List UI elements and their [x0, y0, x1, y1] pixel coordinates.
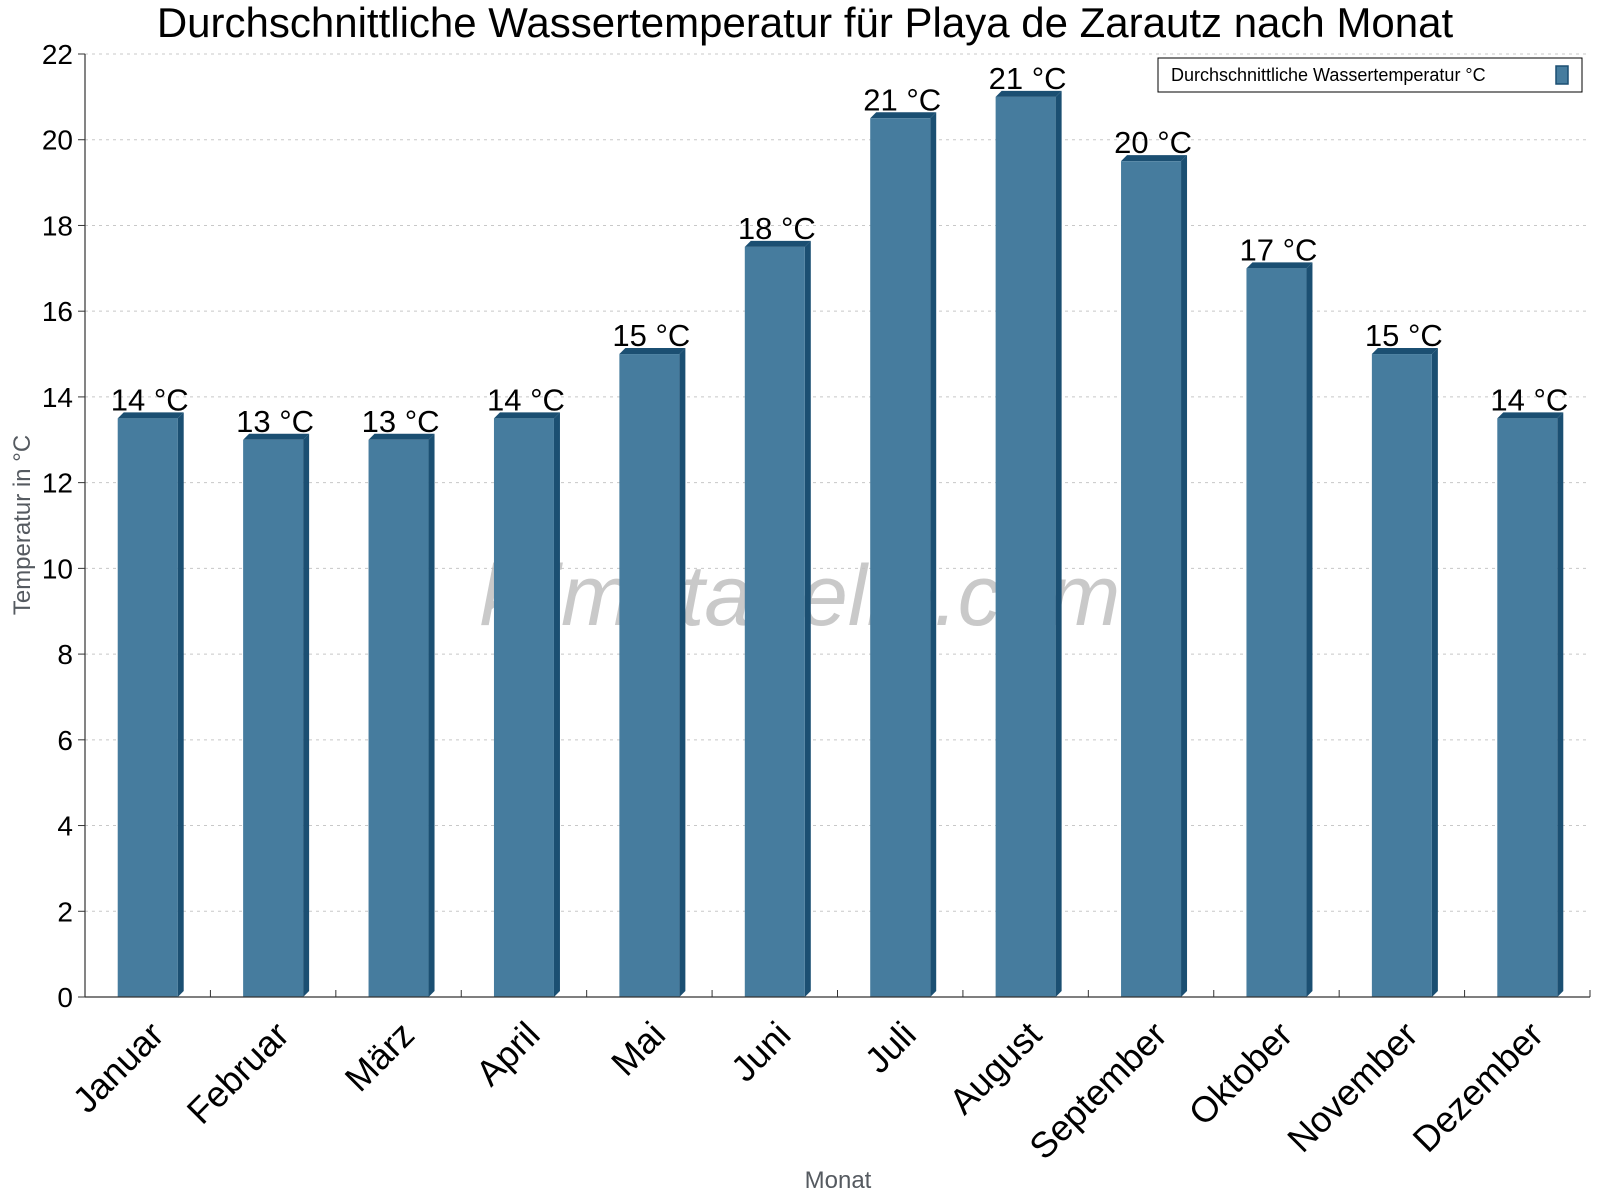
y-tick-label: 0	[57, 982, 73, 1013]
bar-top	[619, 348, 686, 355]
bar-side	[303, 433, 310, 998]
bar-top	[117, 412, 184, 419]
bar-top	[1497, 412, 1564, 419]
bar-side	[930, 112, 937, 997]
bar	[1497, 412, 1564, 997]
y-tick-label: 2	[57, 896, 73, 927]
bar	[1121, 155, 1188, 998]
bar-front	[493, 418, 554, 997]
bar-top	[243, 433, 310, 440]
y-tick-label: 12	[42, 468, 73, 499]
bar-side	[804, 240, 811, 998]
y-tick-label: 18	[42, 210, 73, 241]
bar-front	[243, 439, 304, 998]
data-label: 21 °C	[989, 61, 1067, 96]
x-tick-label: August	[941, 1014, 1049, 1122]
x-tick-label: Juni	[723, 1014, 799, 1090]
bar-side	[1557, 412, 1564, 997]
x-tick-label: Dezember	[1405, 1014, 1551, 1160]
data-label: 13 °C	[236, 404, 314, 439]
bar-side	[1181, 155, 1188, 998]
y-tick-label: 16	[42, 296, 73, 327]
x-tick-label: Juli	[857, 1014, 924, 1081]
bar-front	[1121, 161, 1182, 998]
bar-front	[619, 354, 680, 998]
bar-side	[428, 433, 435, 998]
x-tick-label: November	[1279, 1014, 1425, 1160]
legend-swatch	[1555, 65, 1569, 85]
bar	[1246, 262, 1313, 997]
legend: Durchschnittliche Wassertemperatur °C	[1157, 57, 1583, 93]
bar	[368, 433, 435, 998]
x-tick-label: April	[468, 1014, 548, 1094]
bar-side	[1306, 262, 1313, 997]
data-label: 13 °C	[362, 404, 440, 439]
bar	[995, 90, 1062, 997]
bar-top	[995, 90, 1062, 97]
y-tick-label: 10	[42, 553, 73, 584]
bar-side	[679, 348, 686, 998]
y-tick-label: 8	[57, 639, 73, 670]
bar	[117, 412, 184, 997]
data-label: 14 °C	[487, 382, 565, 417]
data-label: 15 °C	[1365, 318, 1443, 353]
y-ticks: 0 2 4 6 8 10 12 14 16 18 20 22	[42, 39, 85, 1013]
x-tick-label: September	[1021, 1014, 1175, 1168]
data-label: 21 °C	[863, 82, 941, 117]
y-axis-title: Temperatur in °C	[9, 435, 36, 615]
bars	[117, 90, 1564, 998]
data-label: 17 °C	[1240, 232, 1318, 267]
bar	[493, 412, 560, 997]
bar-side	[1055, 90, 1062, 997]
data-label: 18 °C	[738, 211, 816, 246]
bar-front	[368, 439, 429, 998]
bar-top	[870, 112, 937, 119]
bar-front	[995, 96, 1056, 997]
x-axis-title: Monat	[805, 1167, 872, 1194]
chart-title: Durchschnittliche Wassertemperatur für P…	[157, 0, 1454, 46]
bar-top	[1246, 262, 1313, 269]
data-label: 14 °C	[1490, 382, 1568, 417]
data-label: 15 °C	[612, 318, 690, 353]
y-tick-label: 14	[42, 382, 73, 413]
legend-box	[1157, 57, 1583, 93]
x-tick-label: Februar	[179, 1014, 297, 1132]
bar	[1371, 348, 1438, 998]
bar-top	[493, 412, 560, 419]
bar-front	[870, 118, 931, 997]
bar-front	[1246, 268, 1307, 997]
y-tick-label: 6	[57, 725, 73, 756]
data-labels: 14 °C 13 °C 13 °C 14 °C 15 °C 18 °C 21 °C 21 °C…	[111, 61, 1568, 439]
y-tick-label: 22	[42, 39, 73, 70]
axes	[84, 54, 1590, 998]
bar-front	[117, 418, 178, 997]
y-tick-label: 4	[57, 811, 73, 842]
bar	[870, 112, 937, 997]
x-tick-label: März	[337, 1014, 423, 1100]
bar	[744, 240, 811, 998]
grid-lines	[85, 53, 1590, 912]
bar-side	[553, 412, 560, 997]
bar-front	[1371, 354, 1432, 998]
bar	[243, 433, 310, 998]
legend-label: Durchschnittliche Wassertemperatur °C	[1171, 65, 1486, 85]
x-tick-label: Oktober	[1181, 1014, 1301, 1134]
bar-top	[744, 240, 811, 247]
y-tick-label: 20	[42, 125, 73, 156]
bar-top	[1371, 348, 1438, 355]
bar-front	[1497, 418, 1558, 997]
bar-side	[1431, 348, 1438, 998]
bar	[619, 348, 686, 998]
x-tick-label: Mai	[603, 1014, 673, 1084]
data-label: 20 °C	[1114, 125, 1192, 160]
bar-top	[368, 433, 435, 440]
data-label: 14 °C	[111, 382, 189, 417]
x-tick-label: Januar	[65, 1014, 172, 1121]
bar-top	[1121, 155, 1188, 162]
bar-side	[177, 412, 184, 997]
x-ticks: Januar Februar März April Mai Juni Juli AugustS…	[65, 990, 1591, 1168]
bar-front	[744, 246, 805, 998]
